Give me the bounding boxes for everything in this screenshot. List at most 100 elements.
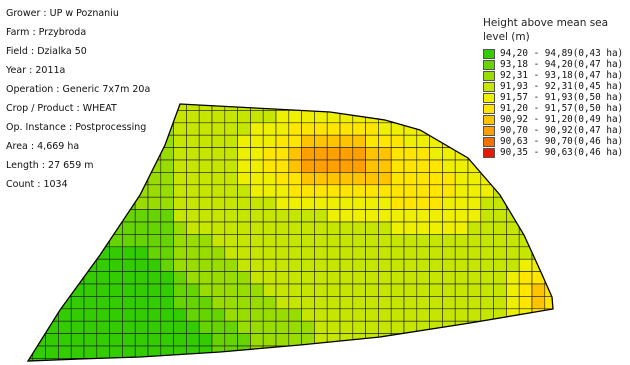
grid-cell [378, 147, 392, 161]
grid-cell [301, 221, 315, 235]
grid-cell [416, 308, 430, 322]
grid-cell [237, 196, 251, 210]
grid-cell [326, 172, 341, 186]
grid-cell [237, 320, 251, 334]
grid-cell [288, 221, 302, 235]
grid-cell [442, 258, 456, 272]
grid-cell [378, 172, 392, 186]
grid-cell [122, 358, 136, 361]
grid-cell [544, 333, 553, 347]
grid-cell [224, 271, 238, 285]
grid-cell [96, 296, 110, 310]
grid-cell [237, 234, 251, 248]
grid-cell [83, 296, 98, 310]
grid-cell [429, 358, 443, 361]
grid-cell [147, 283, 162, 297]
info-value: 2011a [35, 65, 66, 76]
grid-cell [250, 147, 264, 161]
grid-cell [326, 296, 341, 310]
grid-cell [237, 159, 251, 173]
grid-cell [211, 147, 226, 161]
grid-cell [122, 345, 136, 359]
grid-cell [147, 296, 162, 310]
grid-cell [339, 172, 354, 186]
grid-cell [544, 271, 553, 285]
grid-cell [480, 296, 494, 310]
grid-cell [45, 271, 59, 285]
grid-cell [378, 234, 392, 248]
grid-cell [32, 296, 46, 310]
grid-cell [186, 122, 200, 136]
grid-cell [339, 271, 354, 285]
grid-cell [326, 147, 341, 161]
legend-swatch [483, 81, 495, 92]
grid-cell [531, 296, 546, 310]
grid-cell [339, 159, 354, 173]
grid-cell [262, 258, 277, 272]
grid-cell [390, 184, 405, 198]
grid-cell [301, 345, 315, 359]
grid-cell [45, 258, 59, 272]
grid-cell [250, 358, 264, 361]
grid-cell [531, 172, 546, 186]
grid-cell [211, 333, 226, 347]
grid-cell [288, 209, 302, 223]
grid-cell [493, 333, 507, 347]
grid-cell [173, 122, 187, 136]
legend-item: 94,20 - 94,89 (0,43 ha) [483, 48, 623, 59]
grid-cell [339, 196, 354, 210]
grid-cell [365, 358, 379, 361]
grid-cell [429, 122, 443, 136]
field-info-panel: Grower : UP w Poznaniu Farm : Przybroda Fi… [6, 4, 150, 194]
grid-cell [352, 104, 366, 111]
grid-cell [198, 246, 213, 260]
grid-cell [339, 184, 354, 198]
grid-cell [275, 172, 290, 186]
grid-cell [467, 172, 482, 186]
grid-cell [275, 271, 290, 285]
grid-cell [352, 196, 366, 210]
grid-cell [262, 333, 277, 347]
grid-cell [429, 184, 443, 198]
grid-cell [275, 246, 290, 260]
grid-cell [558, 172, 571, 184]
grid-cell [493, 172, 507, 186]
info-label: Operation [6, 84, 54, 95]
grid-cell [403, 246, 418, 260]
grid-cell [301, 159, 315, 173]
grid-cell [442, 209, 456, 223]
grid-cell [134, 308, 149, 322]
grid-cell [186, 196, 200, 210]
grid-cell [275, 345, 290, 359]
grid-cell [390, 358, 405, 361]
grid-cell [28, 221, 34, 235]
grid-cell [352, 122, 366, 136]
grid-cell [416, 110, 430, 124]
grid-cell [518, 209, 533, 223]
grid-cell [365, 308, 379, 322]
grid-cell [403, 333, 418, 347]
grid-cell [224, 345, 238, 359]
grid-cell [262, 246, 277, 260]
legend-swatch [483, 114, 495, 125]
grid-cell [339, 134, 354, 148]
grid-cell [288, 271, 302, 285]
grid-cell [403, 110, 418, 124]
grid-cell [378, 308, 392, 322]
grid-cell [442, 110, 456, 124]
grid-cell [378, 221, 392, 235]
grid-cell [480, 283, 494, 297]
grid-cell [518, 172, 533, 186]
grid-cell [390, 246, 405, 260]
grid-cell [467, 122, 482, 136]
grid-cell [96, 196, 110, 210]
grid-cell [403, 209, 418, 223]
legend-area: (0,47 ha) [572, 70, 624, 81]
grid-cell [416, 258, 430, 272]
grid-cell [365, 184, 379, 198]
legend-range: 90,35 - 90,63 [500, 147, 573, 158]
grid-cell [160, 296, 174, 310]
grid-cell [390, 209, 405, 223]
grid-cell [160, 258, 174, 272]
